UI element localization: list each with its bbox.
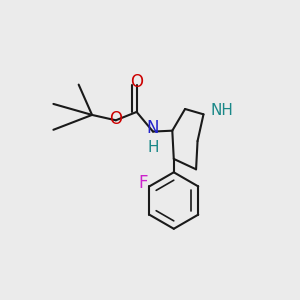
Text: O: O — [109, 110, 122, 128]
Text: H: H — [147, 140, 159, 155]
Text: O: O — [130, 73, 143, 91]
Text: N: N — [147, 119, 159, 137]
Text: NH: NH — [210, 103, 233, 118]
Text: F: F — [138, 174, 148, 192]
